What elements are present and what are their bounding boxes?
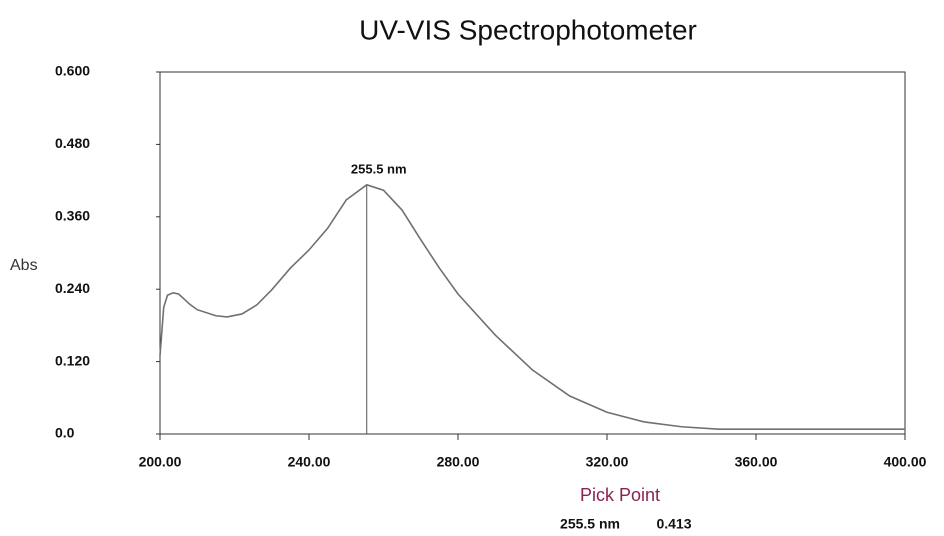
y-tick-label: 0.480	[55, 135, 90, 151]
y-tick-label: 0.120	[55, 352, 90, 368]
chart-title: UV-VIS Spectrophotometer	[359, 14, 697, 45]
x-tick-label: 320.00	[586, 454, 629, 470]
pick-point-title: Pick Point	[580, 485, 660, 505]
plot-frame	[159, 71, 906, 435]
x-tick-label: 400.00	[884, 454, 927, 470]
y-tick-label: 0.240	[55, 280, 90, 296]
y-tick-label: 0.0	[55, 425, 75, 441]
pick-point-y: 0.413	[656, 516, 691, 532]
x-tick-label: 360.00	[735, 454, 778, 470]
spectrum-line	[159, 183, 905, 430]
y-axis-label: Abs	[10, 257, 38, 274]
x-tick-label: 240.00	[288, 454, 331, 470]
x-tick-label: 280.00	[437, 454, 480, 470]
annotation-label: 255.5 nm	[351, 161, 407, 176]
y-tick-label: 0.360	[55, 208, 90, 224]
pick-point-x: 255.5 nm	[560, 516, 620, 532]
y-tick-label: 0.600	[55, 63, 90, 79]
x-tick-label: 200.00	[139, 454, 182, 470]
